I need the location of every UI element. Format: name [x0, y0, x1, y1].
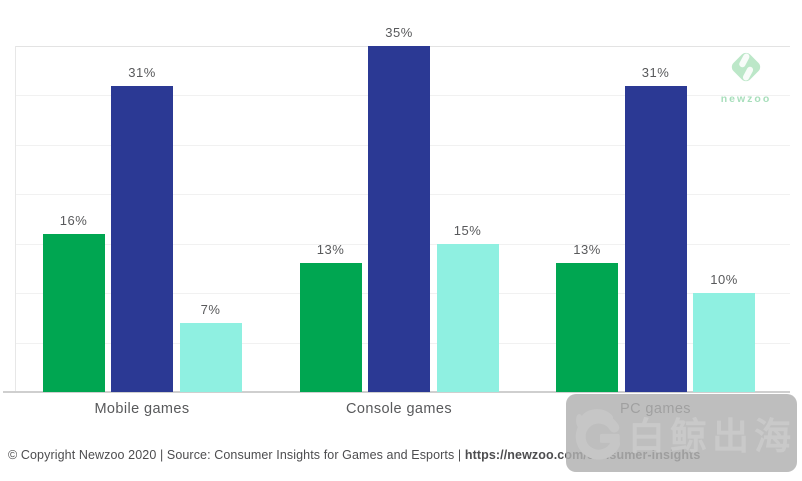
bar-pc-games-dark-blue: [624, 85, 687, 392]
bar-pc-games-green: [556, 263, 618, 392]
whale-body: [576, 409, 614, 428]
bar-value-label-console-games-light-cyan: 15%: [453, 222, 482, 238]
newzoo-diamond-icon: [731, 52, 761, 82]
bar-mobile-games-light-cyan: [179, 322, 242, 392]
bar-console-games-green: [299, 263, 362, 392]
category-label-console-games: Console games: [346, 401, 452, 417]
bar-value-label-mobile-games-green: 16%: [59, 212, 88, 228]
bar-value-label-pc-games-dark-blue: 31%: [641, 64, 670, 80]
copyright-text: © Copyright Newzoo 2020 | Source: Consum…: [8, 448, 465, 462]
y-axis-line: [15, 46, 16, 392]
bar-mobile-games-dark-blue: [111, 85, 173, 392]
x-axis-baseline: [3, 391, 790, 393]
bar-value-label-pc-games-green: 13%: [573, 242, 601, 258]
watermark-overlay: 白鲸出海: [566, 394, 797, 472]
watermark-text: 白鲸出海: [628, 416, 796, 457]
bar-value-label-mobile-games-light-cyan: 7%: [200, 301, 221, 317]
whale-logo-icon: [575, 409, 621, 460]
category-label-mobile-games: Mobile games: [94, 401, 190, 417]
bar-console-games-dark-blue: [368, 46, 430, 392]
bar-pc-games-light-cyan: [693, 293, 755, 392]
bar-value-label-console-games-dark-blue: 35%: [385, 25, 413, 40]
bar-value-label-mobile-games-dark-blue: 31%: [128, 64, 156, 80]
bar-value-label-console-games-green: 13%: [316, 242, 345, 258]
bar-mobile-games-green: [42, 233, 105, 392]
bar-console-games-light-cyan: [436, 243, 499, 392]
bar-value-label-pc-games-light-cyan: 10%: [710, 272, 738, 288]
newzoo-logo: newzoo: [718, 47, 774, 105]
newzoo-logo-text: newzoo: [720, 93, 772, 105]
